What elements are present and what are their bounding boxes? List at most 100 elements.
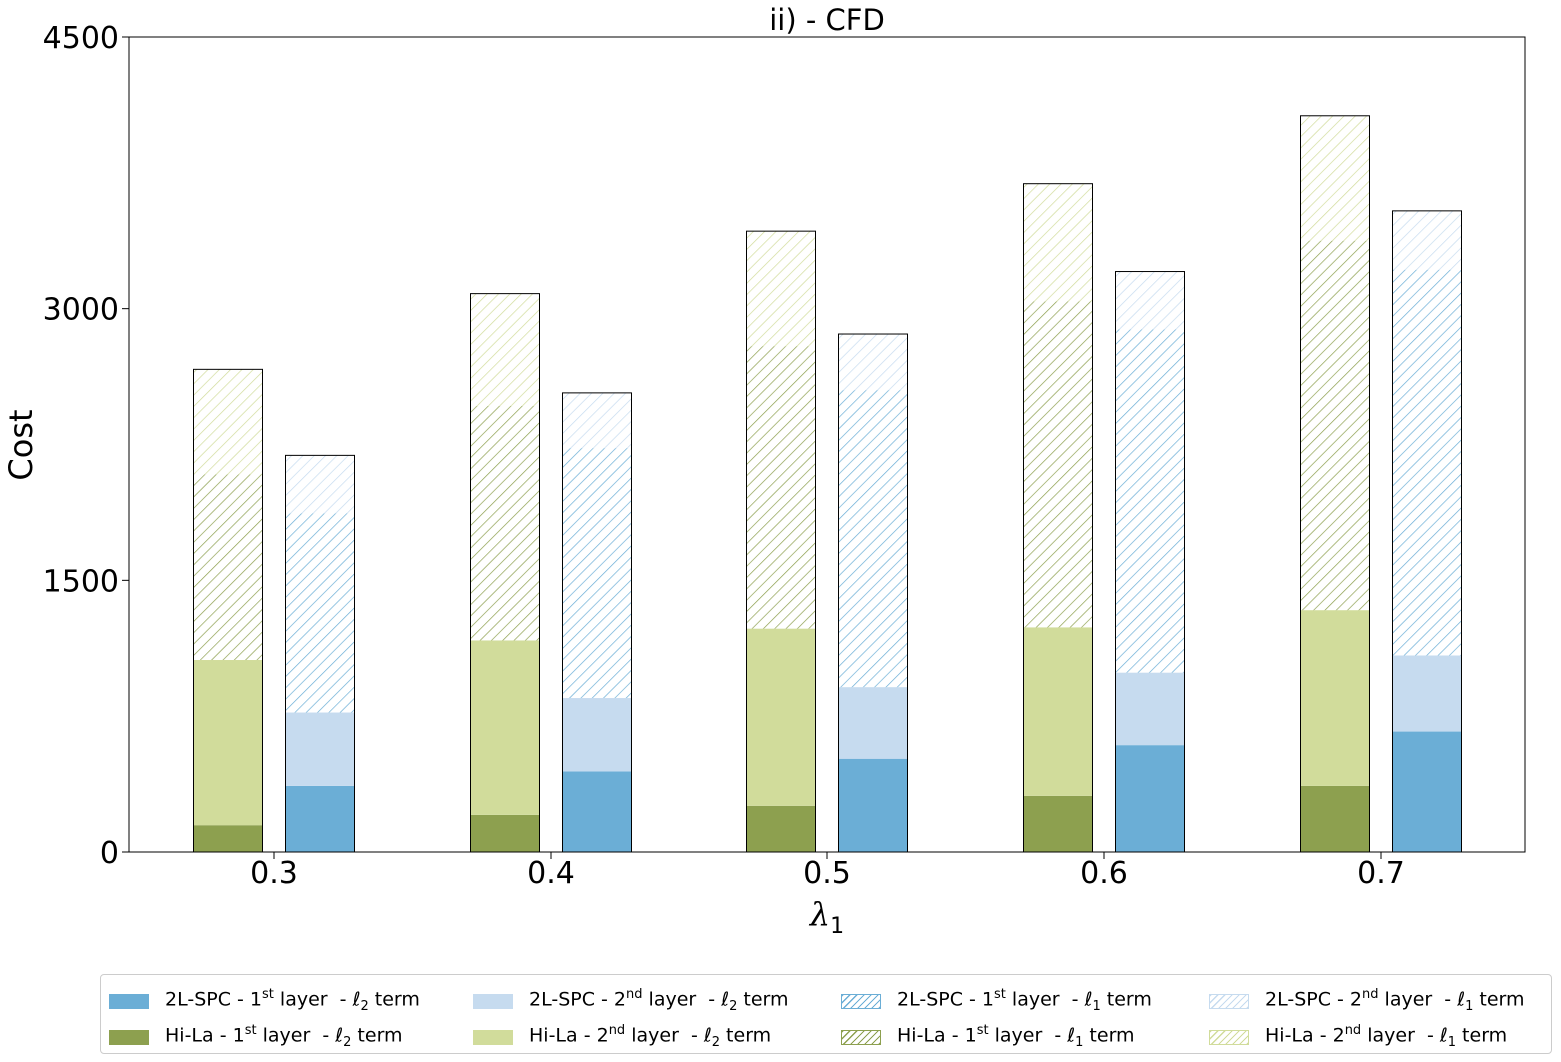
bar-hi-la-seg1-0.7 [1300,785,1370,852]
chart-title: ii) - CFD [769,3,885,37]
legend-label-sym: ℓ [1084,988,1093,1011]
legend-item-hila-hatch-1: Hi-La - 1st layer - ℓ1 term [841,1019,1209,1055]
legend-label-post: term [351,1024,403,1047]
legend-item-spc-solid-1: 2L-SPC - 1st layer - ℓ2 term [109,983,473,1019]
legend-item-spc-hatch-2: 2L-SPC - 2nd layer - ℓ1 term [1209,983,1549,1019]
y-tick-label: 4500 [43,21,119,56]
legend-label-sup: nd [1344,1023,1362,1039]
bar-hi-la-seg2-0.5 [746,628,816,806]
legend-label-sym: ℓ [352,988,361,1011]
legend-label-sup: nd [626,987,643,1003]
bar-hi-la-seg1-0.6 [1023,795,1093,852]
bar-hi-la-seg3-0.5 [746,346,816,629]
bar-2l-spc-seg4-0.5 [838,334,908,391]
legend-label-mid: layer - [1361,1024,1440,1047]
bar-2l-spc-seg3-0.3 [285,513,355,713]
legend-item-spc-hatch-1: 2L-SPC - 1st layer - ℓ1 term [841,983,1209,1019]
bars-layer [193,115,1462,853]
bar-2l-spc-seg2-0.7 [1392,655,1462,732]
legend-label-pre: Hi-La - 1 [165,1024,245,1047]
legend-label-sym: ℓ [703,1024,712,1047]
legend-swatch [473,993,513,1009]
bar-hi-la-seg2-0.3 [193,660,263,826]
y-axis-label: Cost [2,409,40,480]
legend-item-hila-hatch-2: Hi-La - 2nd layer - ℓ1 term [1209,1019,1549,1055]
y-tick-label: 3000 [43,293,119,328]
legend-label-pre: Hi-La - 2 [1265,1024,1345,1047]
legend-label-sub: 1 [1075,1035,1084,1051]
x-tick-label: 0.7 [1357,856,1405,891]
legend-swatch [1209,1029,1249,1045]
legend-label-sub: 2 [343,1035,352,1051]
legend-label-pre: 2L-SPC - 1 [897,988,995,1011]
bar-hi-la-seg2-0.7 [1300,610,1370,786]
bar-2l-spc-seg2-0.6 [1115,672,1185,746]
legend-label-pre: Hi-La - 2 [529,1024,609,1047]
bar-2l-spc-seg1-0.6 [1115,745,1185,852]
legend-label-pre: 2L-SPC - 2 [529,988,627,1011]
bar-hi-la-seg3-0.3 [193,474,263,661]
legend-label: Hi-La - 2nd layer - ℓ2 term [529,1023,771,1050]
legend-item-hila-solid-2: Hi-La - 2nd layer - ℓ2 term [473,1019,841,1055]
legend-label: 2L-SPC - 2nd layer - ℓ1 term [1265,987,1525,1014]
bar-hi-la-seg2-0.4 [470,640,540,815]
legend-label-sup: st [976,1023,989,1039]
bar-2l-spc-seg4-0.3 [285,455,355,514]
bar-hi-la-seg4-0.6 [1023,183,1093,302]
legend-label-post: term [1456,1024,1508,1047]
bar-hi-la-seg1-0.5 [746,805,816,852]
legend-label-sym: ℓ [721,988,730,1011]
legend-label-sub: 1 [1465,999,1474,1015]
legend-label-post: term [1473,988,1525,1011]
bar-2l-spc-seg2-0.3 [285,712,355,786]
legend-label-mid: layer - [1005,988,1085,1011]
bar-2l-spc-seg3-0.6 [1115,329,1185,673]
legend-label-sup: nd [608,1023,626,1039]
legend-label-sup: nd [1362,987,1379,1003]
legend-label-post: term [1100,988,1152,1011]
legend-item-hila-solid-1: Hi-La - 1st layer - ℓ2 term [109,1019,473,1055]
bar-hi-la-seg1-0.4 [470,814,540,852]
legend-label-mid: layer - [273,988,353,1011]
legend-label-sub: 2 [360,999,369,1015]
legend-swatch [1209,993,1249,1009]
bar-2l-spc-seg3-0.5 [838,390,908,688]
legend-label-sup: st [244,1023,257,1039]
legend-swatch [473,1029,513,1045]
legend-label-sub: 2 [711,1035,721,1051]
legend-label: 2L-SPC - 2nd layer - ℓ2 term [529,987,789,1014]
bar-2l-spc-seg1-0.4 [562,771,632,852]
x-tick-label: 0.3 [250,856,298,891]
x-axis-label: λ1 [808,895,844,939]
legend-label-mid: layer - [988,1024,1068,1047]
bar-hi-la-seg4-0.4 [470,293,540,406]
bar-hi-la-seg3-0.7 [1300,240,1370,611]
bar-hi-la-seg2-0.6 [1023,627,1093,796]
bar-hi-la-seg4-0.3 [193,369,263,475]
bar-2l-spc-seg4-0.7 [1392,210,1462,270]
legend-label: Hi-La - 2nd layer - ℓ1 term [1265,1023,1507,1050]
bar-hi-la-seg1-0.3 [193,825,263,852]
x-tick-label: 0.6 [1080,856,1128,891]
legend-label-mid: layer - [1378,988,1458,1011]
legend-label-sub: 2 [729,999,738,1015]
bar-2l-spc-seg2-0.5 [838,687,908,759]
legend-label: Hi-La - 1st layer - ℓ2 term [165,1023,403,1050]
y-axis: 0 1500 3000 4500 [43,21,129,871]
bar-2l-spc-seg1-0.3 [285,785,355,852]
bar-2l-spc-seg3-0.7 [1392,269,1462,656]
legend-label-post: term [737,988,789,1011]
legend-label-mid: layer - [256,1024,336,1047]
bar-hi-la-seg4-0.7 [1300,115,1370,241]
bar-2l-spc-seg4-0.6 [1115,271,1185,330]
bar-hi-la-seg3-0.6 [1023,301,1093,628]
legend-label-sym: ℓ [335,1024,344,1047]
legend-swatch [841,993,881,1009]
legend-label-post: term [720,1024,772,1047]
legend-label-post: term [1083,1024,1135,1047]
legend-label: 2L-SPC - 1st layer - ℓ2 term [165,987,420,1014]
bar-hi-la-seg3-0.4 [470,405,540,641]
legend-label-sym: ℓ [1439,1024,1448,1047]
legend-label-sym: ℓ [1457,988,1466,1011]
